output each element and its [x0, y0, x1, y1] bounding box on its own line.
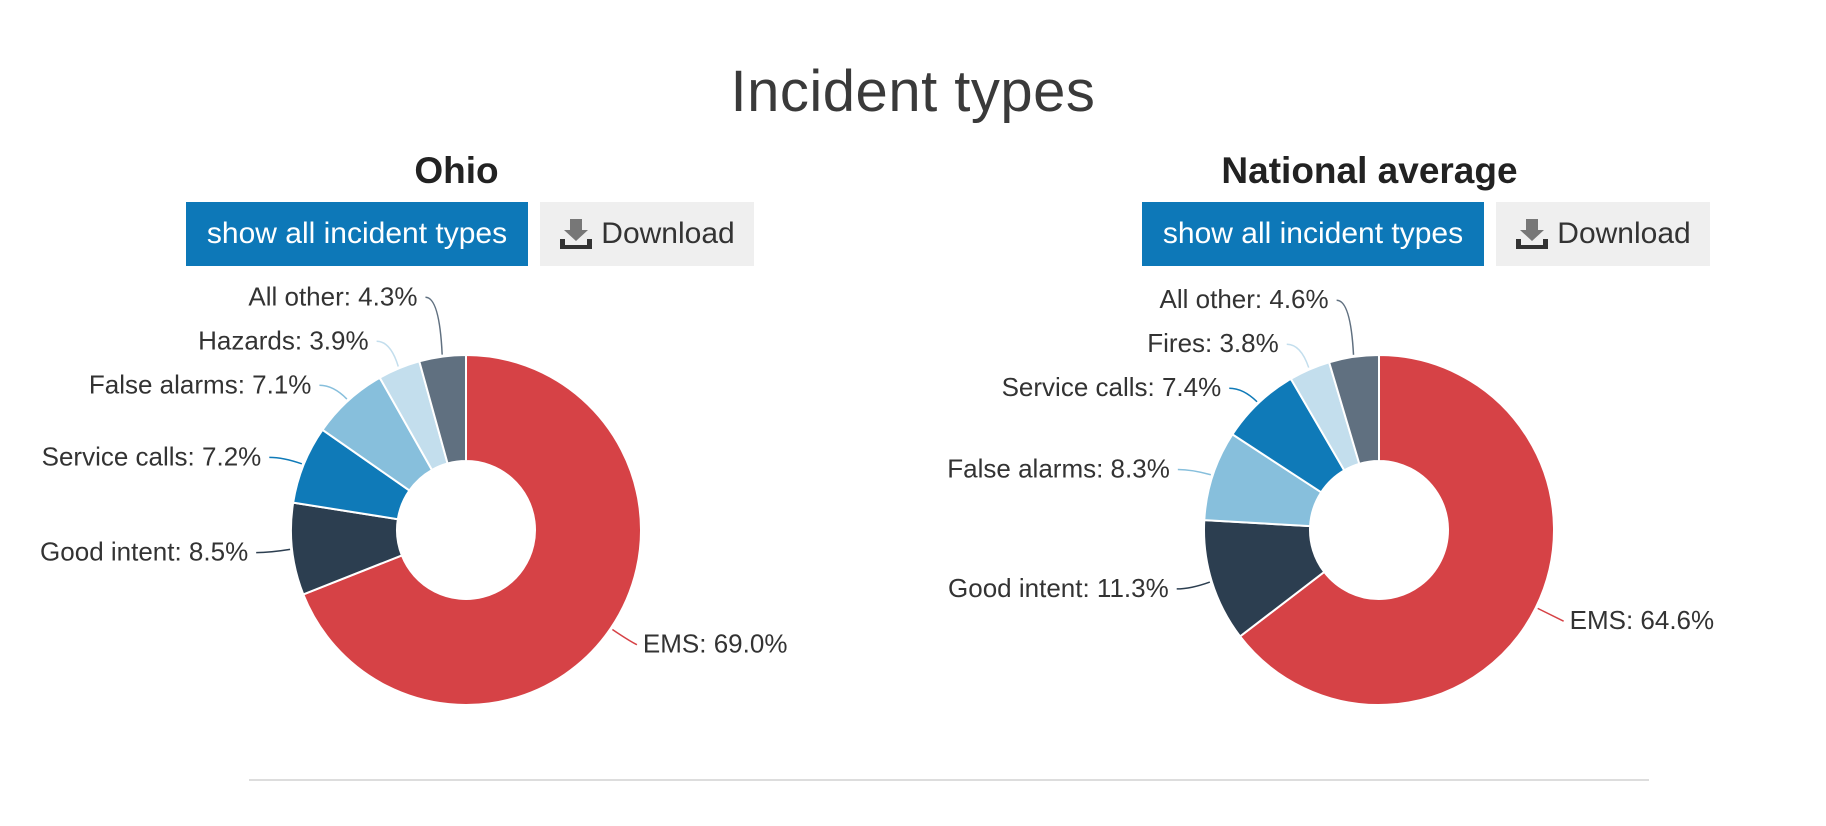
connector-false-alarms: [1177, 468, 1212, 476]
label-false-alarms: False alarms: 7.1%: [89, 369, 312, 399]
download-button-national[interactable]: Download: [1496, 202, 1710, 266]
download-icon: [1516, 219, 1549, 249]
download-label: Download: [1557, 217, 1691, 250]
panel-national-average: National average show all incident types…: [913, 150, 1826, 750]
label-hazards: Hazards: 3.9%: [198, 325, 369, 355]
connector-fires: [1286, 343, 1310, 368]
label-good-intent: Good intent: 8.5%: [40, 537, 248, 567]
label-ems: EMS: 64.6%: [1570, 605, 1715, 635]
slice-ems: [1238, 353, 1555, 706]
label-false-alarms: False alarms: 8.3%: [947, 454, 1170, 484]
download-button-ohio[interactable]: Download: [540, 202, 754, 266]
download-label: Download: [601, 217, 735, 250]
section-divider: [249, 779, 1649, 781]
connector-service-calls: [269, 456, 303, 465]
connector-false-alarms: [319, 384, 348, 400]
connector-good-intent: [256, 548, 291, 554]
show-all-incident-types-button-ohio[interactable]: show all incident types: [186, 202, 528, 266]
connector-ems: [611, 628, 638, 646]
connector-hazards: [376, 340, 399, 367]
slice-ems: [301, 353, 642, 706]
donut-chart-ohio: EMS: 69.0% Good intent: 8.5% Service calls…: [40, 281, 788, 706]
slice-all-other: [1327, 353, 1380, 466]
connector-service-calls: [1229, 387, 1258, 403]
donut-chart-national-average: EMS: 64.6% Good intent: 11.3% False alarms…: [947, 284, 1715, 706]
label-all-other: All other: 4.3%: [248, 281, 417, 311]
label-service-calls: Service calls: 7.4%: [1002, 372, 1222, 402]
slice-all-other: [418, 353, 467, 465]
label-good-intent: Good intent: 11.3%: [948, 573, 1169, 603]
chart-title-national-average: National average: [1221, 150, 1518, 191]
download-icon: [560, 219, 593, 249]
connector-ems: [1537, 607, 1564, 622]
connector-all-other: [425, 296, 443, 355]
panel-ohio: Ohio show all incident types Download EM…: [0, 150, 913, 750]
label-all-other: All other: 4.6%: [1160, 284, 1329, 314]
chart-title-ohio: Ohio: [414, 150, 499, 191]
label-ems: EMS: 69.0%: [643, 629, 788, 659]
connector-good-intent: [1176, 581, 1211, 590]
label-fires: Fires: 3.8%: [1147, 328, 1279, 358]
show-all-incident-types-button-national[interactable]: show all incident types: [1142, 202, 1484, 266]
page-title: Incident types: [730, 59, 1096, 124]
connector-all-other: [1336, 299, 1355, 355]
label-service-calls: Service calls: 7.2%: [42, 441, 262, 471]
